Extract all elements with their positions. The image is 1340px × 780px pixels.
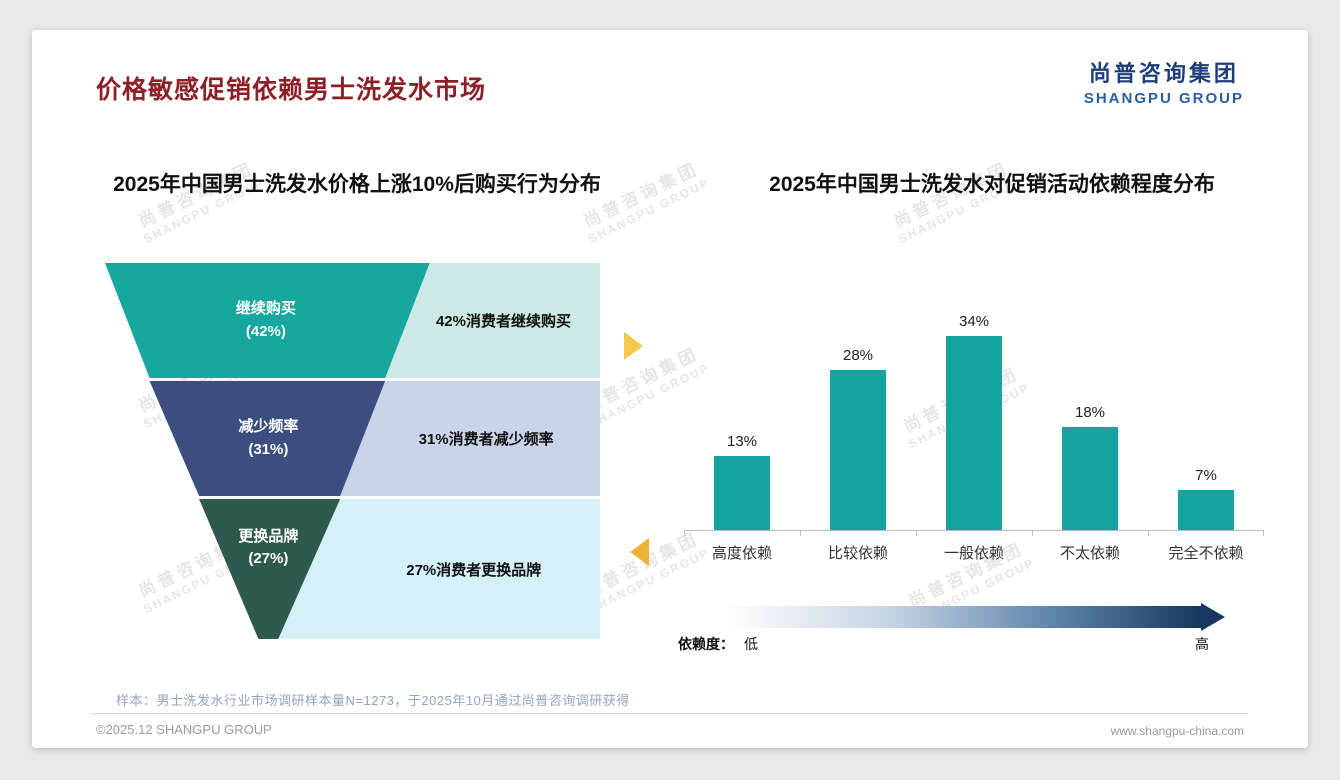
category-label-3: 一般依赖 <box>943 545 1004 562</box>
bar-group-1: 13% <box>684 433 800 530</box>
bar-group-3: 34% <box>916 313 1032 530</box>
funnel-category-1: 继续购买 <box>235 300 296 317</box>
bar-value-label-1: 13% <box>726 433 758 450</box>
axis-tick <box>684 530 685 536</box>
funnel-annotation-2: 31%消费者减少频率 <box>418 431 554 448</box>
dependency-high-label: 高 <box>1195 636 1209 652</box>
bar-group-4: 18% <box>1032 404 1148 530</box>
category-label-1: 高度依赖 <box>711 545 772 562</box>
slide-card: 尚普咨询集团 SHANGPU GROUP 尚普咨询集团 SHANGPU GROUP … <box>32 30 1308 748</box>
axis-tick <box>916 530 917 536</box>
decor-arrow-right-icon <box>624 332 643 360</box>
funnel-segment-label-3: 更换品牌 (27%) <box>204 499 333 597</box>
sample-footnote: 样本：男士洗发水行业市场调研样本量N=1273，于2025年10月通过尚普咨询调… <box>116 693 630 708</box>
funnel-segment-1 <box>105 263 430 378</box>
funnel-segment-label-2: 减少频率 (31%) <box>174 381 362 496</box>
bar-5 <box>1178 490 1234 530</box>
page-title: 价格敏感促销依赖男士洗发水市场 <box>96 76 487 104</box>
bar-group-2: 28% <box>800 347 916 530</box>
bar-2 <box>830 370 886 530</box>
bar-chart-title: 2025年中国男士洗发水对促销活动依赖程度分布 <box>769 173 1215 196</box>
logo-text-en: SHANGPU GROUP <box>1083 90 1244 107</box>
funnel-chart-title: 2025年中国男士洗发水价格上涨10%后购买行为分布 <box>113 173 601 196</box>
bar-1 <box>714 456 770 530</box>
funnel-annotation-3: 27%消费者更换品牌 <box>406 561 542 579</box>
funnel-category-3: 更换品牌 <box>238 527 299 545</box>
bar-value-label-5: 7% <box>1195 467 1217 484</box>
axis-tick <box>1032 530 1033 536</box>
funnel-level-2: 减少频率 (31%) 31%消费者减少频率 <box>105 381 600 496</box>
axis-tick <box>800 530 801 536</box>
funnel-category-2: 减少频率 <box>238 418 299 435</box>
bar-chart-categories: 高度依赖 比较依赖 一般依赖 不太依赖 完全不依赖 <box>684 542 1264 563</box>
funnel-level-3: 更换品牌 (27%) 27%消费者更换品牌 <box>105 499 600 639</box>
funnel-annotation-1: 42%消费者继续购买 <box>435 313 571 330</box>
dependency-axis-label: 依赖度： <box>678 636 734 652</box>
company-logo: 尚普咨询集团 SHANGPU GROUP <box>1084 56 1244 107</box>
funnel-chart: 继续购买 (42%) 42%消费者继续购买 减少频率 (31%) 31%消费者减… <box>105 263 600 642</box>
bar-chart-plot: 13% 28% 34% 18% 7% <box>684 290 1264 530</box>
axis-tick <box>1148 530 1149 536</box>
funnel-value-2: (31%) <box>248 440 289 458</box>
bar-group-5: 7% <box>1148 467 1264 530</box>
funnel-annotation-bg-2 <box>340 381 600 496</box>
gradient-shaft <box>722 606 1202 628</box>
footer-divider <box>92 713 1248 714</box>
gradient-arrowhead-icon <box>1201 603 1225 631</box>
bar-value-label-3: 34% <box>958 313 990 330</box>
funnel-level-1: 继续购买 (42%) 42%消费者继续购买 <box>105 263 600 378</box>
funnel-annotation-bg-3 <box>278 499 600 639</box>
bar-value-label-4: 18% <box>1074 404 1106 421</box>
dependency-gradient-arrow <box>722 603 1227 631</box>
funnel-value-3: (27%) <box>248 550 289 567</box>
funnel-segment-label-1: 继续购买 (42%) <box>155 263 378 378</box>
category-label-5: 完全不依赖 <box>1168 545 1244 562</box>
dependency-low-label: 低 <box>744 636 758 652</box>
logo-text-cn: 尚普咨询集团 <box>1088 61 1239 86</box>
bar-3 <box>946 336 1002 530</box>
footer-website: www.shangpu-china.com <box>1110 724 1244 738</box>
category-label-2: 比较依赖 <box>827 545 888 562</box>
funnel-value-1: (42%) <box>245 322 286 340</box>
category-label-4: 不太依赖 <box>1059 545 1120 562</box>
decor-arrow-left-icon <box>630 538 649 566</box>
bar-4 <box>1062 427 1118 530</box>
bar-value-label-2: 28% <box>842 347 874 364</box>
axis-tick <box>1263 530 1264 536</box>
footer-copyright: ©2025.12 SHANGPU GROUP <box>96 722 272 737</box>
x-axis-line <box>684 530 1264 531</box>
